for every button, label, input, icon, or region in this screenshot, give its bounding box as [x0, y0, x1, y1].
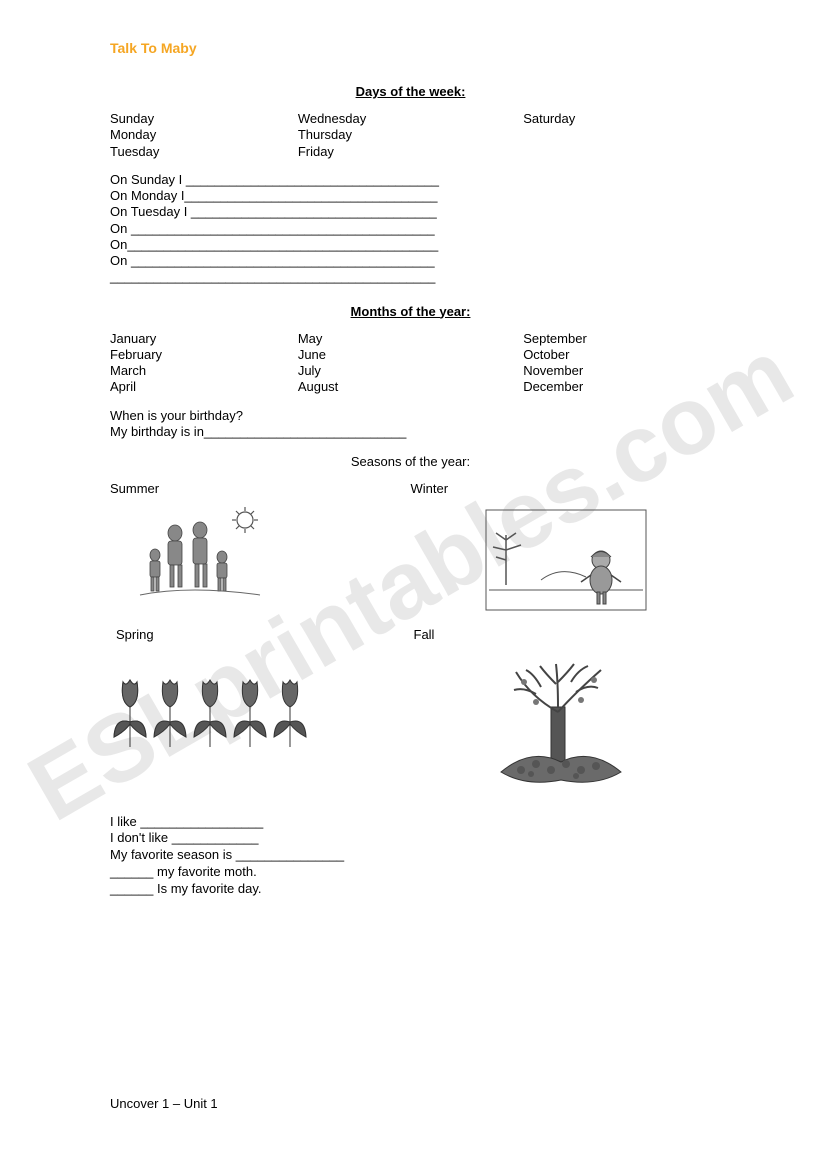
worksheet-page: Talk To Maby Days of the week: Sunday Mo… [0, 0, 821, 918]
fill-line[interactable]: I like _________________ [110, 814, 711, 831]
days-heading: Days of the week: [110, 84, 711, 99]
fill-line[interactable]: My favorite season is _______________ [110, 847, 711, 864]
month-item: February [110, 347, 298, 363]
days-columns: Sunday Monday Tuesday Wednesday Thursday… [110, 111, 711, 160]
month-item: September [523, 331, 711, 347]
question-text: When is your birthday? [110, 408, 711, 424]
seasons-images-row2 [110, 652, 711, 802]
month-item: January [110, 331, 298, 347]
day-item: Sunday [110, 111, 298, 127]
seasons-heading: Seasons of the year: [110, 454, 711, 469]
months-col3: September October November December [523, 331, 711, 396]
months-heading: Months of the year: [110, 304, 711, 319]
day-item: Monday [110, 127, 298, 143]
fill-line[interactable]: ______ my favorite moth. [110, 864, 711, 881]
months-columns: January February March April May June Ju… [110, 331, 711, 396]
month-item: May [298, 331, 523, 347]
seasons-row1: Summer Winter [110, 481, 711, 497]
month-item: November [523, 363, 711, 379]
fill-line[interactable]: On Tuesday I ___________________________… [110, 204, 711, 220]
season-label: Winter [411, 481, 712, 497]
fill-line[interactable]: ______ Is my favorite day. [110, 881, 711, 898]
summer-icon [130, 505, 270, 605]
month-item: December [523, 379, 711, 395]
fill-line[interactable]: On Monday I_____________________________… [110, 188, 711, 204]
fill-line[interactable]: On _____________________________________… [110, 221, 711, 237]
day-item: Wednesday [298, 111, 523, 127]
spring-icon [110, 652, 310, 762]
day-item: Thursday [298, 127, 523, 143]
fill-line[interactable]: My birthday is in_______________________… [110, 424, 711, 440]
day-item: Tuesday [110, 144, 298, 160]
month-item: June [298, 347, 523, 363]
birthday-question: When is your birthday? My birthday is in… [110, 408, 711, 441]
month-item: July [298, 363, 523, 379]
fill-line[interactable]: I don't like ____________ [110, 830, 711, 847]
month-item: March [110, 363, 298, 379]
day-item: Saturday [523, 111, 711, 127]
season-label: Spring [110, 627, 414, 643]
days-col2: Wednesday Thursday Friday [298, 111, 523, 160]
days-col3: Saturday [523, 111, 711, 160]
site-title: Talk To Maby [110, 40, 711, 56]
fill-line[interactable]: ________________________________________… [110, 269, 711, 285]
season-label: Fall [414, 627, 712, 643]
day-item: Friday [298, 144, 523, 160]
month-item: April [110, 379, 298, 395]
fill-line[interactable]: On _____________________________________… [110, 253, 711, 269]
fill-line[interactable]: On______________________________________… [110, 237, 711, 253]
footer: Uncover 1 – Unit 1 [110, 1096, 218, 1111]
fill-line[interactable]: On Sunday I ____________________________… [110, 172, 711, 188]
winter-icon [481, 505, 651, 615]
seasons-images-row1 [110, 505, 711, 615]
months-col2: May June July August [298, 331, 523, 396]
fall-icon [476, 652, 646, 802]
final-sentences: I like _________________ I don't like __… [110, 814, 711, 898]
days-col1: Sunday Monday Tuesday [110, 111, 298, 160]
months-col1: January February March April [110, 331, 298, 396]
days-sentences: On Sunday I ____________________________… [110, 172, 711, 286]
season-label: Summer [110, 481, 411, 497]
month-item: October [523, 347, 711, 363]
month-item: August [298, 379, 523, 395]
seasons-row2: Spring Fall [110, 627, 711, 643]
